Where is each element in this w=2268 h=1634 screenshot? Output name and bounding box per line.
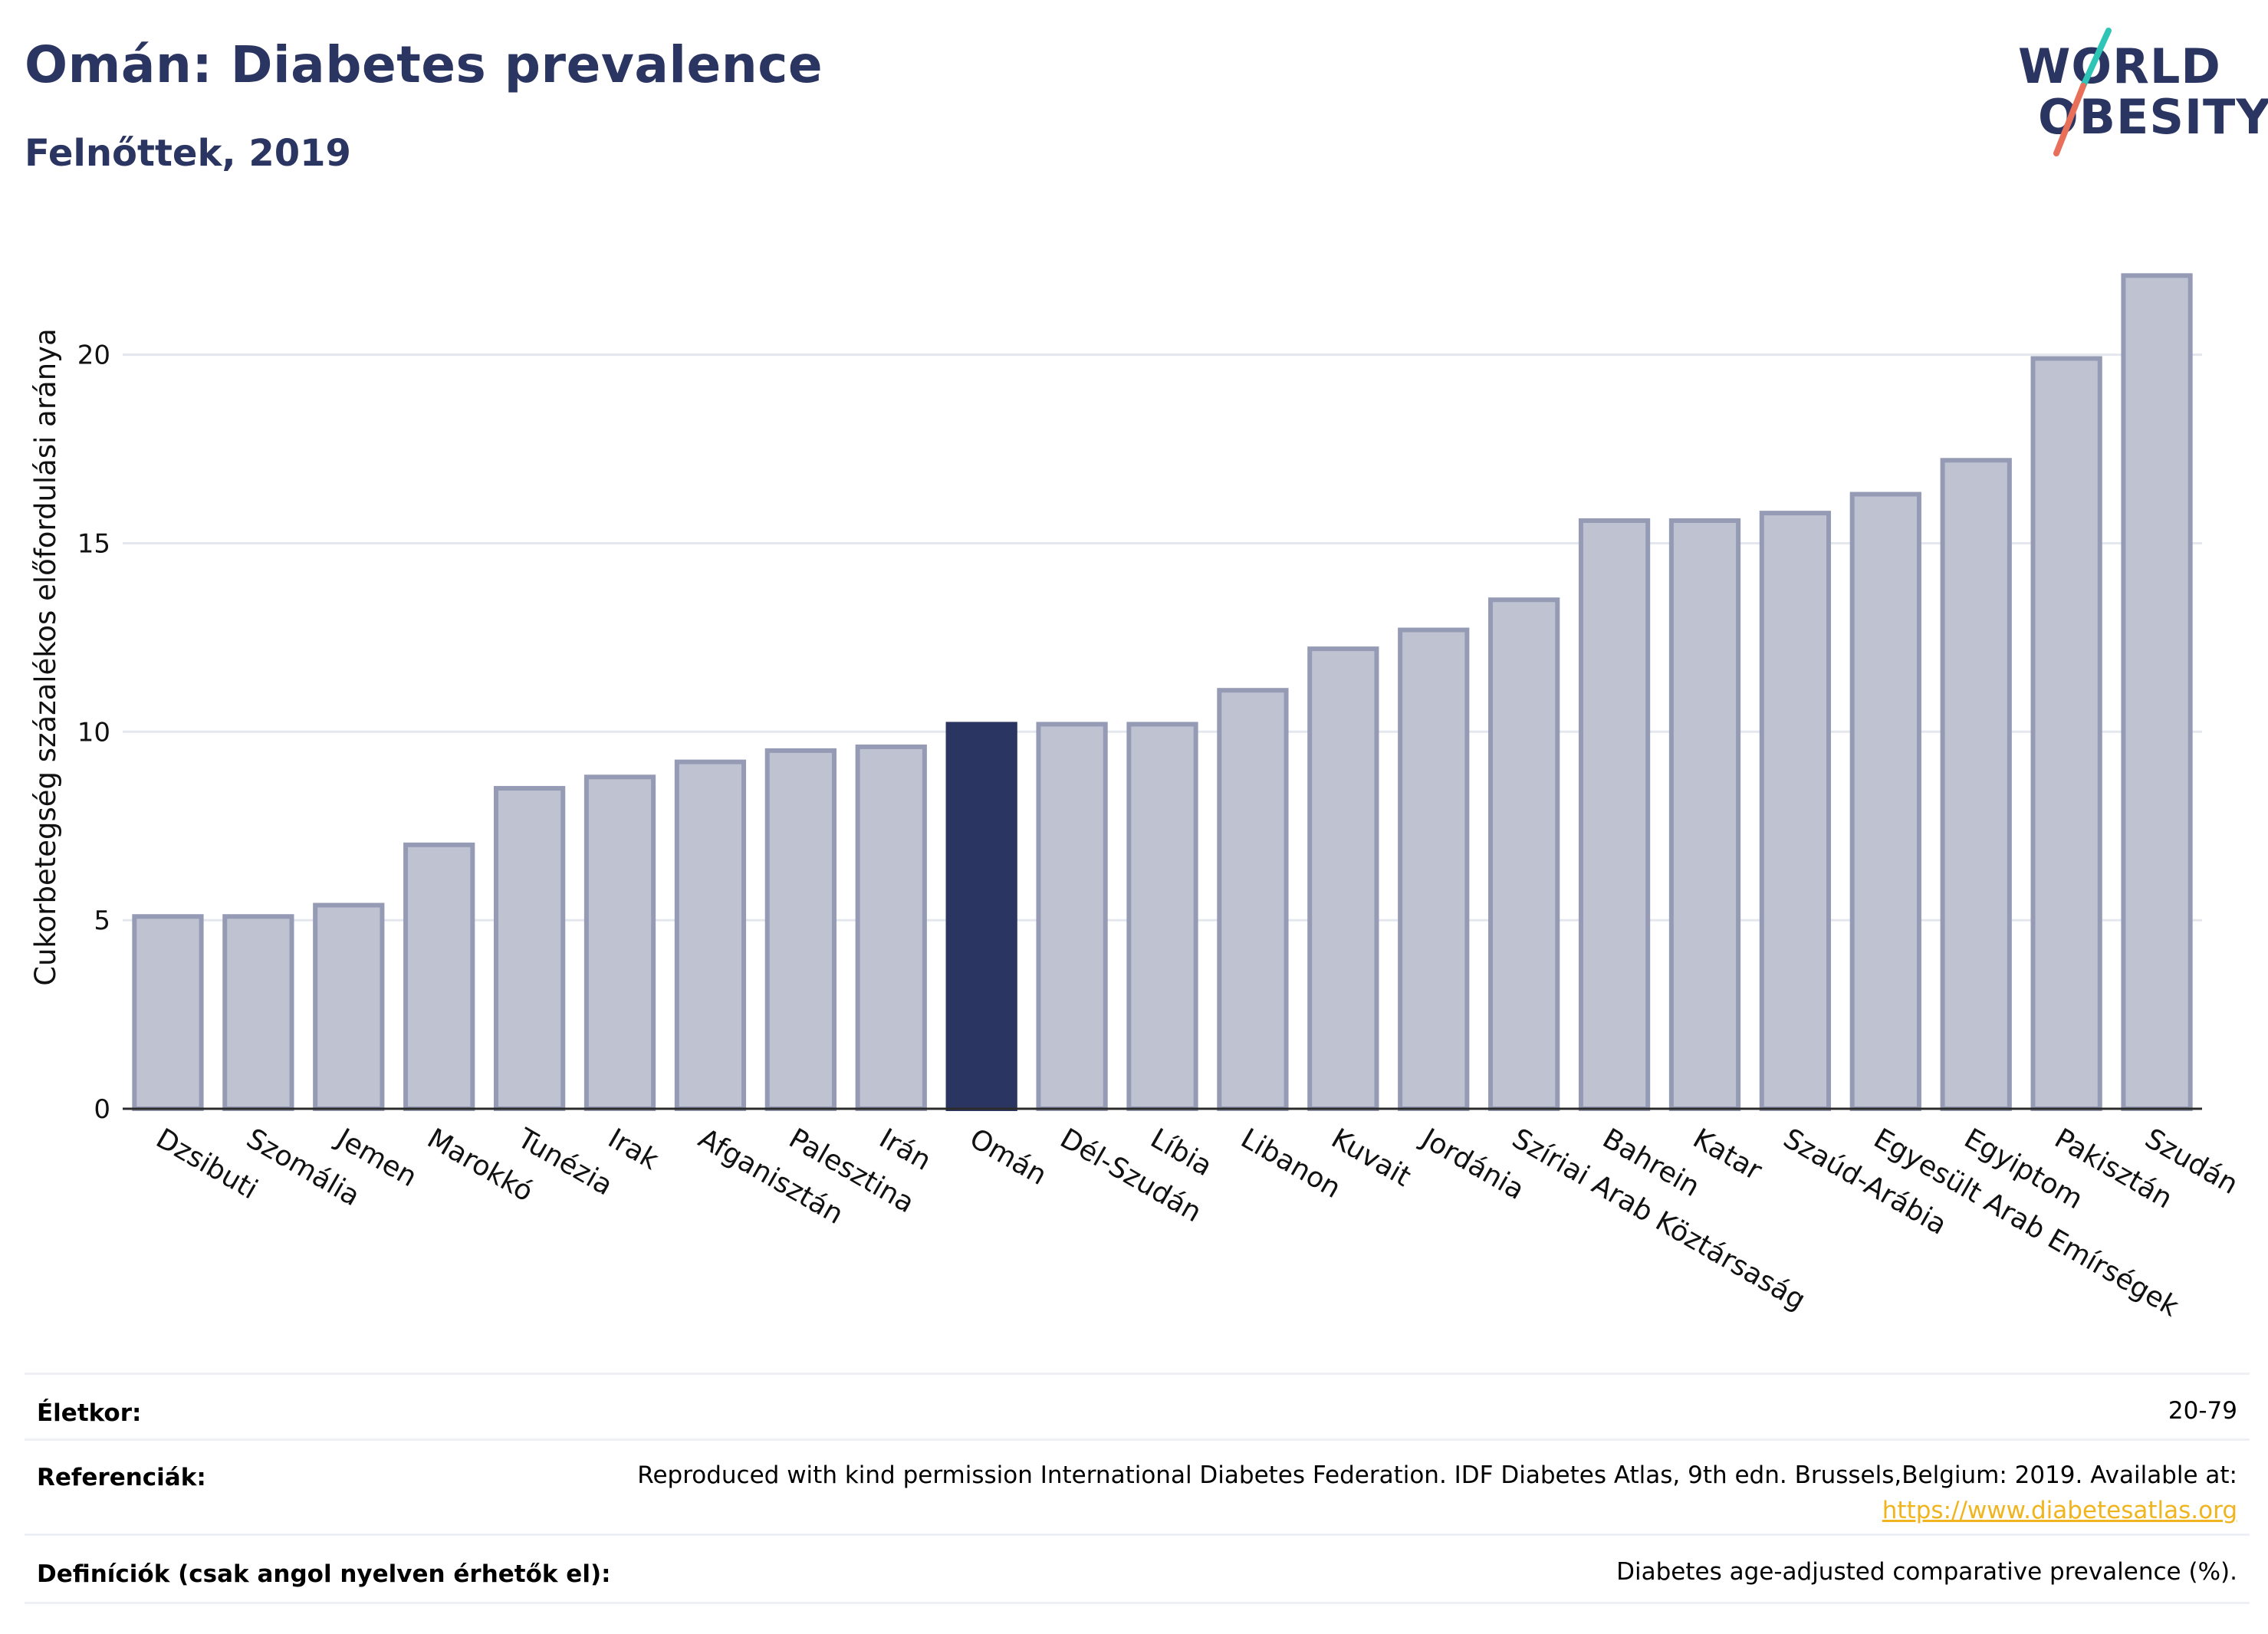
y-axis-title: Cukorbetegség százalékos előfordulási ar… xyxy=(29,328,62,986)
references-link[interactable]: https://www.diabetesatlas.org xyxy=(1882,1497,2237,1524)
bar-Omán[interactable] xyxy=(945,722,1017,1111)
bar-Libanon[interactable] xyxy=(1217,688,1289,1111)
bar-Kuvait[interactable] xyxy=(1307,646,1379,1111)
info-row-age: Életkor: 20-79 xyxy=(25,1373,2250,1441)
age-value: 20-79 xyxy=(2168,1397,2237,1425)
bar-Líbia[interactable] xyxy=(1126,722,1198,1111)
definitions-value: Diabetes age-adjusted comparative preval… xyxy=(1616,1558,2237,1586)
y-tick-label: 10 xyxy=(77,717,110,748)
x-tick-label: Omán xyxy=(965,1123,1052,1192)
x-tick-label: Irán xyxy=(874,1123,936,1177)
info-row-definitions: Definíciók (csak angol nyelven érhetők e… xyxy=(25,1534,2250,1604)
references-label: Referenciák: xyxy=(37,1464,206,1491)
bar-Szaúd-Arábia[interactable] xyxy=(1759,511,1832,1111)
x-tick-label: Irak xyxy=(603,1123,664,1176)
bar-Pakisztán[interactable] xyxy=(2030,356,2102,1111)
bar-Egyiptom[interactable] xyxy=(1940,458,2012,1111)
bar-Jemen[interactable] xyxy=(313,902,385,1111)
bar-Katar[interactable] xyxy=(1668,518,1741,1111)
y-tick-label: 0 xyxy=(94,1094,110,1125)
bar-Jordánia[interactable] xyxy=(1398,627,1470,1111)
bar-Egyesült Arab Emírségek[interactable] xyxy=(1849,492,1921,1111)
bar-Afganisztán[interactable] xyxy=(674,759,747,1111)
bar-Irán[interactable] xyxy=(855,744,927,1112)
definitions-label: Definíciók (csak angol nyelven érhetők e… xyxy=(37,1560,611,1588)
bar-Bahrein[interactable] xyxy=(1578,518,1651,1111)
x-tick-label: Libanon xyxy=(1235,1123,1346,1205)
bar-Tunézia[interactable] xyxy=(493,786,566,1111)
bar-Irak[interactable] xyxy=(583,774,656,1112)
y-tick-label: 20 xyxy=(77,340,110,371)
y-tick-label: 15 xyxy=(77,528,110,559)
logo-text-line1: WORLD xyxy=(2018,38,2221,94)
references-value: Reproduced with kind permission Internat… xyxy=(637,1458,2237,1528)
page-title: Omán: Diabetes prevalence xyxy=(25,35,823,94)
age-label: Életkor: xyxy=(37,1399,142,1427)
bar-Szudán[interactable] xyxy=(2121,273,2193,1111)
bar-Dél-Szudán[interactable] xyxy=(1036,722,1108,1111)
page-subtitle: Felnőttek, 2019 xyxy=(25,132,351,175)
bar-Szomália[interactable] xyxy=(222,914,294,1111)
bar-Dzsibuti[interactable] xyxy=(132,914,204,1111)
info-row-references: Referenciák: Reproduced with kind permis… xyxy=(25,1438,2250,1536)
world-obesity-logo[interactable]: WORLD OBESITY xyxy=(2009,23,2268,161)
bars-layer xyxy=(132,273,2193,1112)
bar-Szíriai Arab Köztársaság[interactable] xyxy=(1488,597,1560,1111)
references-text: Reproduced with kind permission Internat… xyxy=(637,1461,2237,1489)
bar-Marokkó[interactable] xyxy=(403,842,475,1111)
bar-Palesztina[interactable] xyxy=(764,748,837,1111)
x-tick-label: Jordánia xyxy=(1415,1122,1530,1206)
x-tick-label: Dzsibuti xyxy=(150,1123,262,1205)
logo-slash-icon xyxy=(2053,28,2112,156)
y-tick-label: 5 xyxy=(94,906,110,936)
